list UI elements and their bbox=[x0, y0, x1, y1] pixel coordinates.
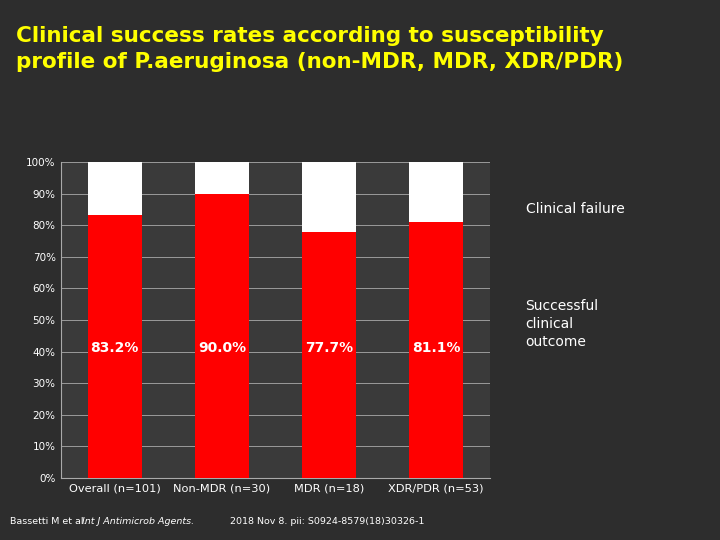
Bar bbox=[88, 215, 142, 478]
Text: Successful
clinical
outcome: Successful clinical outcome bbox=[526, 299, 599, 349]
Text: 2018 Nov 8. pii: S0924-8579(18)30326-1: 2018 Nov 8. pii: S0924-8579(18)30326-1 bbox=[227, 517, 424, 526]
Bar bbox=[195, 193, 248, 478]
Text: Int J Antimicrob Agents.: Int J Antimicrob Agents. bbox=[82, 517, 194, 526]
Text: 77.7%: 77.7% bbox=[305, 341, 353, 355]
Bar bbox=[302, 162, 356, 232]
Text: Bassetti M et al.: Bassetti M et al. bbox=[10, 517, 89, 526]
Bar bbox=[302, 232, 356, 478]
Text: Clinical failure: Clinical failure bbox=[526, 202, 624, 216]
Text: 83.2%: 83.2% bbox=[91, 341, 139, 355]
Text: 81.1%: 81.1% bbox=[412, 341, 460, 355]
Text: 90.0%: 90.0% bbox=[198, 341, 246, 355]
Text: Clinical success rates according to susceptibility
profile of P.aeruginosa (non-: Clinical success rates according to susc… bbox=[16, 26, 624, 72]
Bar bbox=[88, 162, 142, 215]
Bar bbox=[409, 162, 463, 222]
Bar bbox=[409, 222, 463, 478]
Bar bbox=[195, 162, 248, 193]
